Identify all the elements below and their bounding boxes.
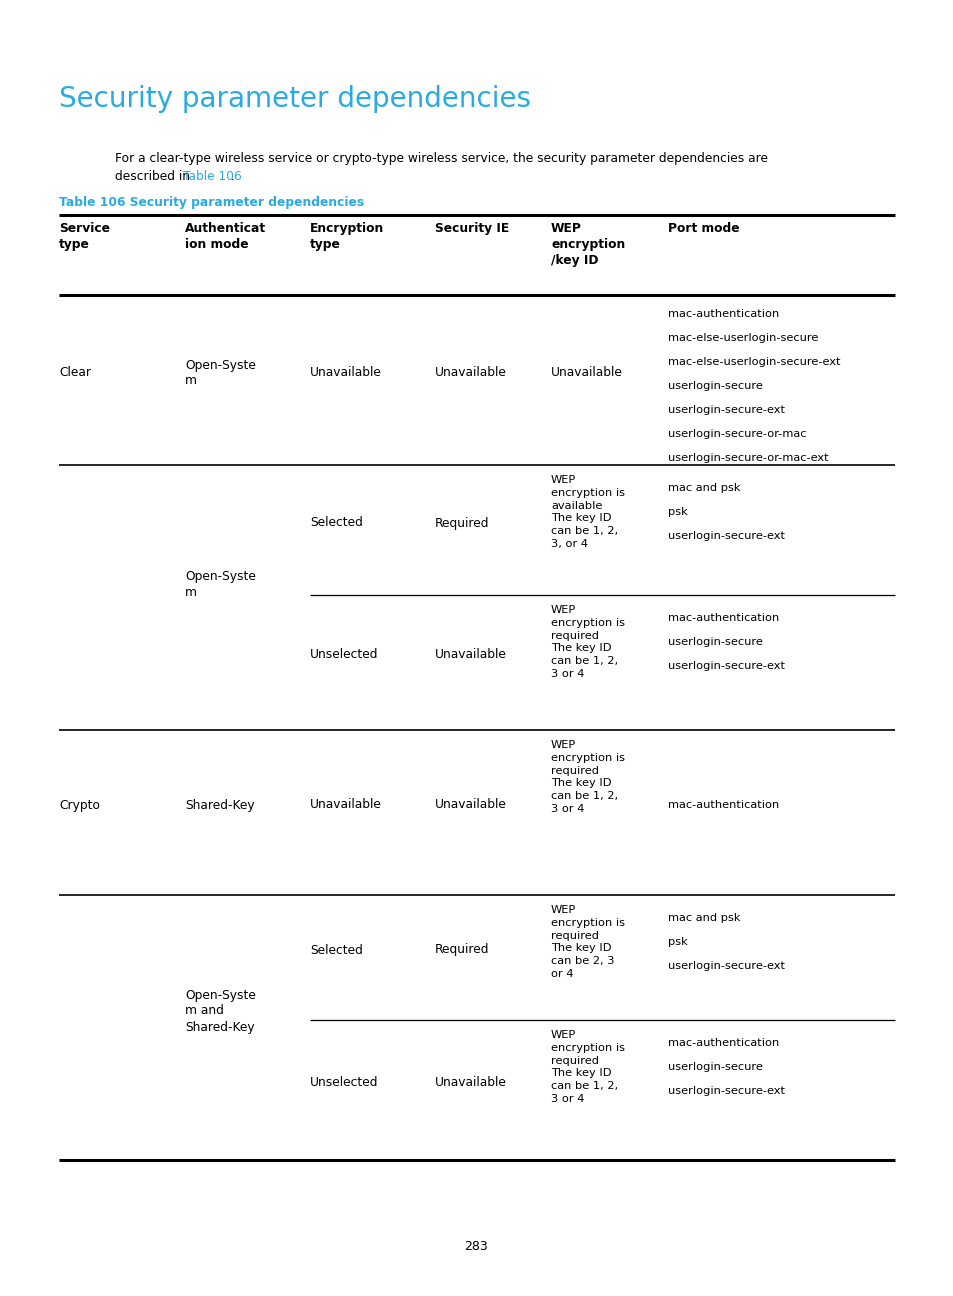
Text: Security parameter dependencies: Security parameter dependencies [59, 86, 531, 113]
Text: userlogin-secure-ext: userlogin-secure-ext [667, 404, 784, 415]
Text: mac and psk: mac and psk [667, 912, 740, 923]
Text: Table 106: Table 106 [183, 170, 241, 183]
Text: WEP
encryption is
required
The key ID
can be 2, 3
or 4: WEP encryption is required The key ID ca… [551, 905, 624, 978]
Text: Unavailable: Unavailable [435, 798, 506, 811]
Text: Unavailable: Unavailable [551, 367, 622, 380]
Text: For a clear-type wireless service or crypto-type wireless service, the security : For a clear-type wireless service or cry… [115, 152, 767, 165]
Text: Table 106 Security parameter dependencies: Table 106 Security parameter dependencie… [59, 196, 364, 209]
Text: WEP
encryption is
required
The key ID
can be 1, 2,
3 or 4: WEP encryption is required The key ID ca… [551, 740, 624, 814]
Text: Encryption
type: Encryption type [310, 222, 384, 251]
Text: mac-authentication: mac-authentication [667, 800, 779, 810]
Text: Selected: Selected [310, 943, 362, 956]
Text: WEP
encryption is
available
The key ID
can be 1, 2,
3, or 4: WEP encryption is available The key ID c… [551, 476, 624, 550]
Text: WEP
encryption is
required
The key ID
can be 1, 2,
3 or 4: WEP encryption is required The key ID ca… [551, 605, 624, 679]
Text: Required: Required [435, 943, 489, 956]
Text: mac-authentication: mac-authentication [667, 1038, 779, 1048]
Text: userlogin-secure-ext: userlogin-secure-ext [667, 661, 784, 671]
Text: mac-authentication: mac-authentication [667, 613, 779, 623]
Text: Open-Syste
m: Open-Syste m [185, 570, 255, 600]
Text: mac-else-userlogin-secure-ext: mac-else-userlogin-secure-ext [667, 356, 840, 367]
Text: WEP
encryption
/key ID: WEP encryption /key ID [551, 222, 624, 267]
Text: userlogin-secure-ext: userlogin-secure-ext [667, 531, 784, 540]
Text: Crypto: Crypto [59, 798, 100, 811]
Text: Port mode: Port mode [667, 222, 739, 235]
Text: Selected: Selected [310, 517, 362, 530]
Text: Unselected: Unselected [310, 648, 378, 661]
Text: .: . [231, 170, 234, 183]
Text: Unavailable: Unavailable [435, 367, 506, 380]
Text: Clear: Clear [59, 367, 91, 380]
Text: Unavailable: Unavailable [310, 367, 381, 380]
Text: userlogin-secure-ext: userlogin-secure-ext [667, 1086, 784, 1096]
Text: Security IE: Security IE [435, 222, 509, 235]
Text: Service
type: Service type [59, 222, 110, 251]
Text: Open-Syste
m: Open-Syste m [185, 359, 255, 388]
Text: psk: psk [667, 507, 687, 517]
Text: userlogin-secure: userlogin-secure [667, 638, 762, 647]
Text: mac-else-userlogin-secure: mac-else-userlogin-secure [667, 333, 818, 343]
Text: userlogin-secure-ext: userlogin-secure-ext [667, 962, 784, 971]
Text: WEP
encryption is
required
The key ID
can be 1, 2,
3 or 4: WEP encryption is required The key ID ca… [551, 1030, 624, 1104]
Text: psk: psk [667, 937, 687, 947]
Text: Required: Required [435, 517, 489, 530]
Text: Unavailable: Unavailable [435, 1077, 506, 1090]
Text: Unselected: Unselected [310, 1077, 378, 1090]
Text: 283: 283 [464, 1240, 487, 1253]
Text: Authenticat
ion mode: Authenticat ion mode [185, 222, 266, 251]
Text: Unavailable: Unavailable [310, 798, 381, 811]
Text: mac and psk: mac and psk [667, 483, 740, 492]
Text: userlogin-secure: userlogin-secure [667, 1061, 762, 1072]
Text: Shared-Key: Shared-Key [185, 798, 254, 811]
Text: described in: described in [115, 170, 193, 183]
Text: Unavailable: Unavailable [435, 648, 506, 661]
Text: userlogin-secure: userlogin-secure [667, 381, 762, 391]
Text: mac-authentication: mac-authentication [667, 308, 779, 319]
Text: Open-Syste
m and
Shared-Key: Open-Syste m and Shared-Key [185, 989, 255, 1033]
Text: userlogin-secure-or-mac: userlogin-secure-or-mac [667, 429, 805, 439]
Text: userlogin-secure-or-mac-ext: userlogin-secure-or-mac-ext [667, 454, 828, 463]
